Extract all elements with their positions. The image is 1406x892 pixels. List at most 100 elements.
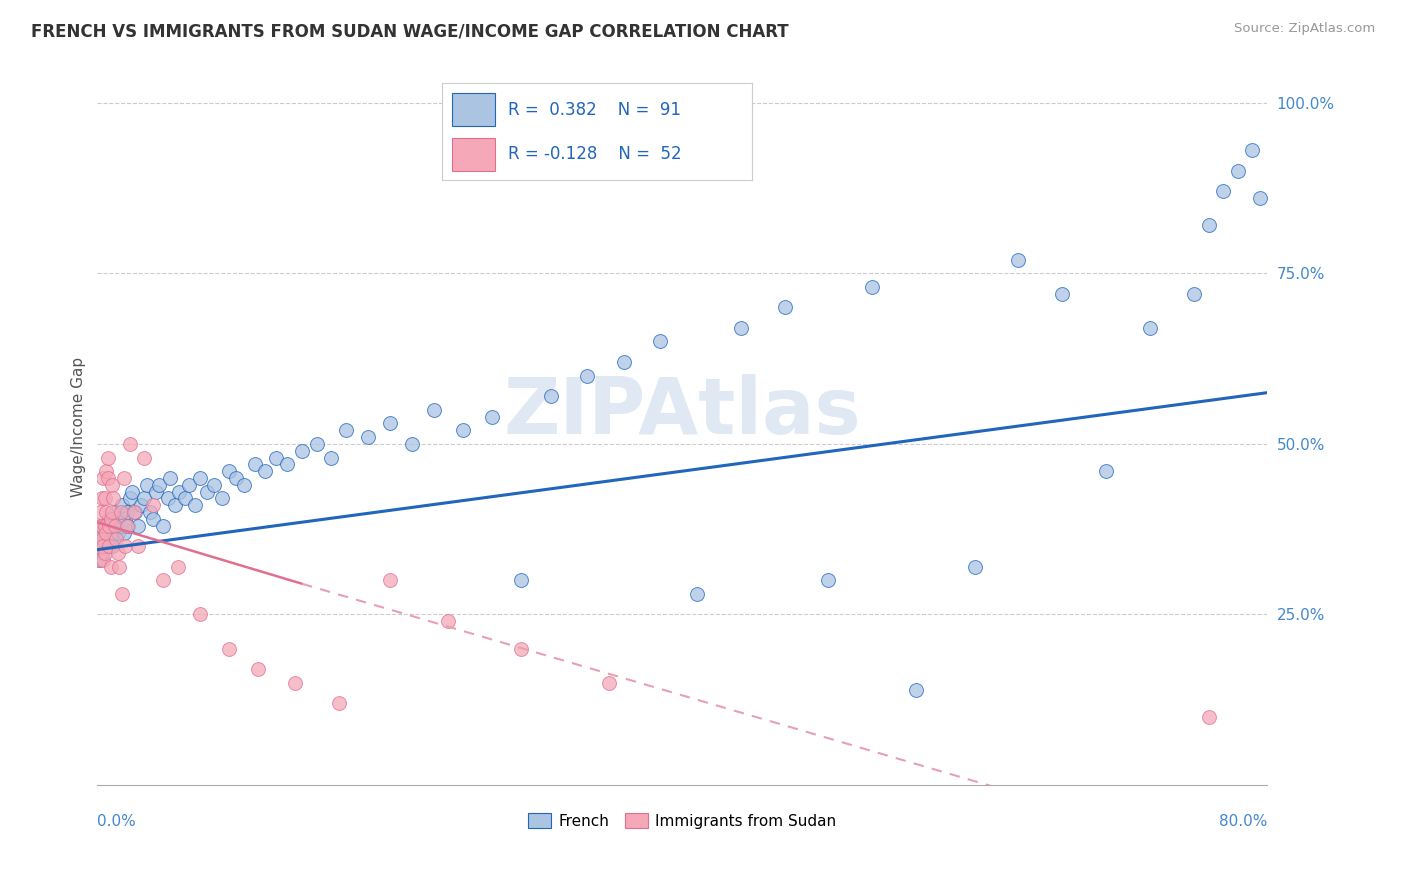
Point xyxy=(107,525,129,540)
Point xyxy=(963,559,986,574)
Point xyxy=(115,518,138,533)
Point xyxy=(159,471,181,485)
Point xyxy=(89,505,111,519)
Point xyxy=(481,409,503,424)
Point xyxy=(860,280,883,294)
Point xyxy=(1007,252,1029,267)
Point xyxy=(101,478,124,492)
Point xyxy=(422,402,444,417)
Point xyxy=(195,484,218,499)
Point xyxy=(111,587,134,601)
Text: FRENCH VS IMMIGRANTS FROM SUDAN WAGE/INCOME GAP CORRELATION CHART: FRENCH VS IMMIGRANTS FROM SUDAN WAGE/INC… xyxy=(31,22,789,40)
Point xyxy=(110,505,132,519)
Point xyxy=(321,450,343,465)
Point xyxy=(105,505,128,519)
Point xyxy=(598,675,620,690)
Point xyxy=(650,334,672,349)
Point xyxy=(152,574,174,588)
Point xyxy=(576,368,599,383)
Point xyxy=(686,587,709,601)
Point xyxy=(305,437,328,451)
Point xyxy=(91,525,114,540)
Point xyxy=(111,498,134,512)
Point xyxy=(225,471,247,485)
Y-axis label: Wage/Income Gap: Wage/Income Gap xyxy=(72,357,86,497)
Point xyxy=(335,423,357,437)
Point xyxy=(1182,286,1205,301)
Point xyxy=(94,525,117,540)
Point xyxy=(100,559,122,574)
Point xyxy=(148,478,170,492)
Point xyxy=(124,505,146,519)
Point xyxy=(510,641,533,656)
Point xyxy=(100,512,122,526)
Point xyxy=(87,525,110,540)
Legend: French, Immigrants from Sudan: French, Immigrants from Sudan xyxy=(522,806,842,835)
Point xyxy=(145,484,167,499)
Point xyxy=(121,484,143,499)
Point xyxy=(905,682,928,697)
Text: 80.0%: 80.0% xyxy=(1219,814,1267,829)
Point xyxy=(232,478,254,492)
Point xyxy=(134,450,156,465)
Point xyxy=(378,574,401,588)
Point xyxy=(1198,219,1220,233)
Point xyxy=(437,615,460,629)
Point xyxy=(264,450,287,465)
Point xyxy=(276,458,298,472)
Point xyxy=(110,518,132,533)
Point xyxy=(89,539,111,553)
Point xyxy=(179,478,201,492)
Point xyxy=(118,437,141,451)
Point xyxy=(97,471,120,485)
Text: 0.0%: 0.0% xyxy=(97,814,136,829)
Point xyxy=(1226,164,1249,178)
Point xyxy=(103,491,125,506)
Point xyxy=(118,491,141,506)
Point xyxy=(103,512,125,526)
Point xyxy=(91,539,114,553)
Point xyxy=(104,518,127,533)
Point xyxy=(100,518,122,533)
Point xyxy=(114,512,136,526)
Point xyxy=(142,498,165,512)
Point xyxy=(97,533,120,547)
Point xyxy=(89,518,111,533)
Point xyxy=(107,546,129,560)
Point xyxy=(1052,286,1074,301)
Point xyxy=(91,471,114,485)
Point xyxy=(773,301,796,315)
Point xyxy=(357,430,380,444)
Point xyxy=(112,471,135,485)
Point xyxy=(114,539,136,553)
Point xyxy=(104,518,127,533)
Point xyxy=(1139,321,1161,335)
Point xyxy=(98,525,121,540)
Point xyxy=(112,525,135,540)
Point xyxy=(613,355,636,369)
Point xyxy=(163,498,186,512)
Point xyxy=(127,518,149,533)
Point xyxy=(93,533,115,547)
Point xyxy=(156,491,179,506)
Point xyxy=(247,662,270,676)
Point xyxy=(94,464,117,478)
Point xyxy=(218,464,240,478)
Point xyxy=(98,512,121,526)
Point xyxy=(139,505,162,519)
Point xyxy=(93,518,115,533)
Point xyxy=(817,574,839,588)
Point xyxy=(90,533,112,547)
Point xyxy=(1198,710,1220,724)
Point xyxy=(1095,464,1118,478)
Point xyxy=(117,518,139,533)
Point xyxy=(1249,191,1271,205)
Point xyxy=(101,505,124,519)
Point xyxy=(90,491,112,506)
Point xyxy=(100,533,122,547)
Point xyxy=(254,464,277,478)
Point xyxy=(328,696,350,710)
Point xyxy=(90,533,112,547)
Point xyxy=(129,498,152,512)
Point xyxy=(245,458,267,472)
